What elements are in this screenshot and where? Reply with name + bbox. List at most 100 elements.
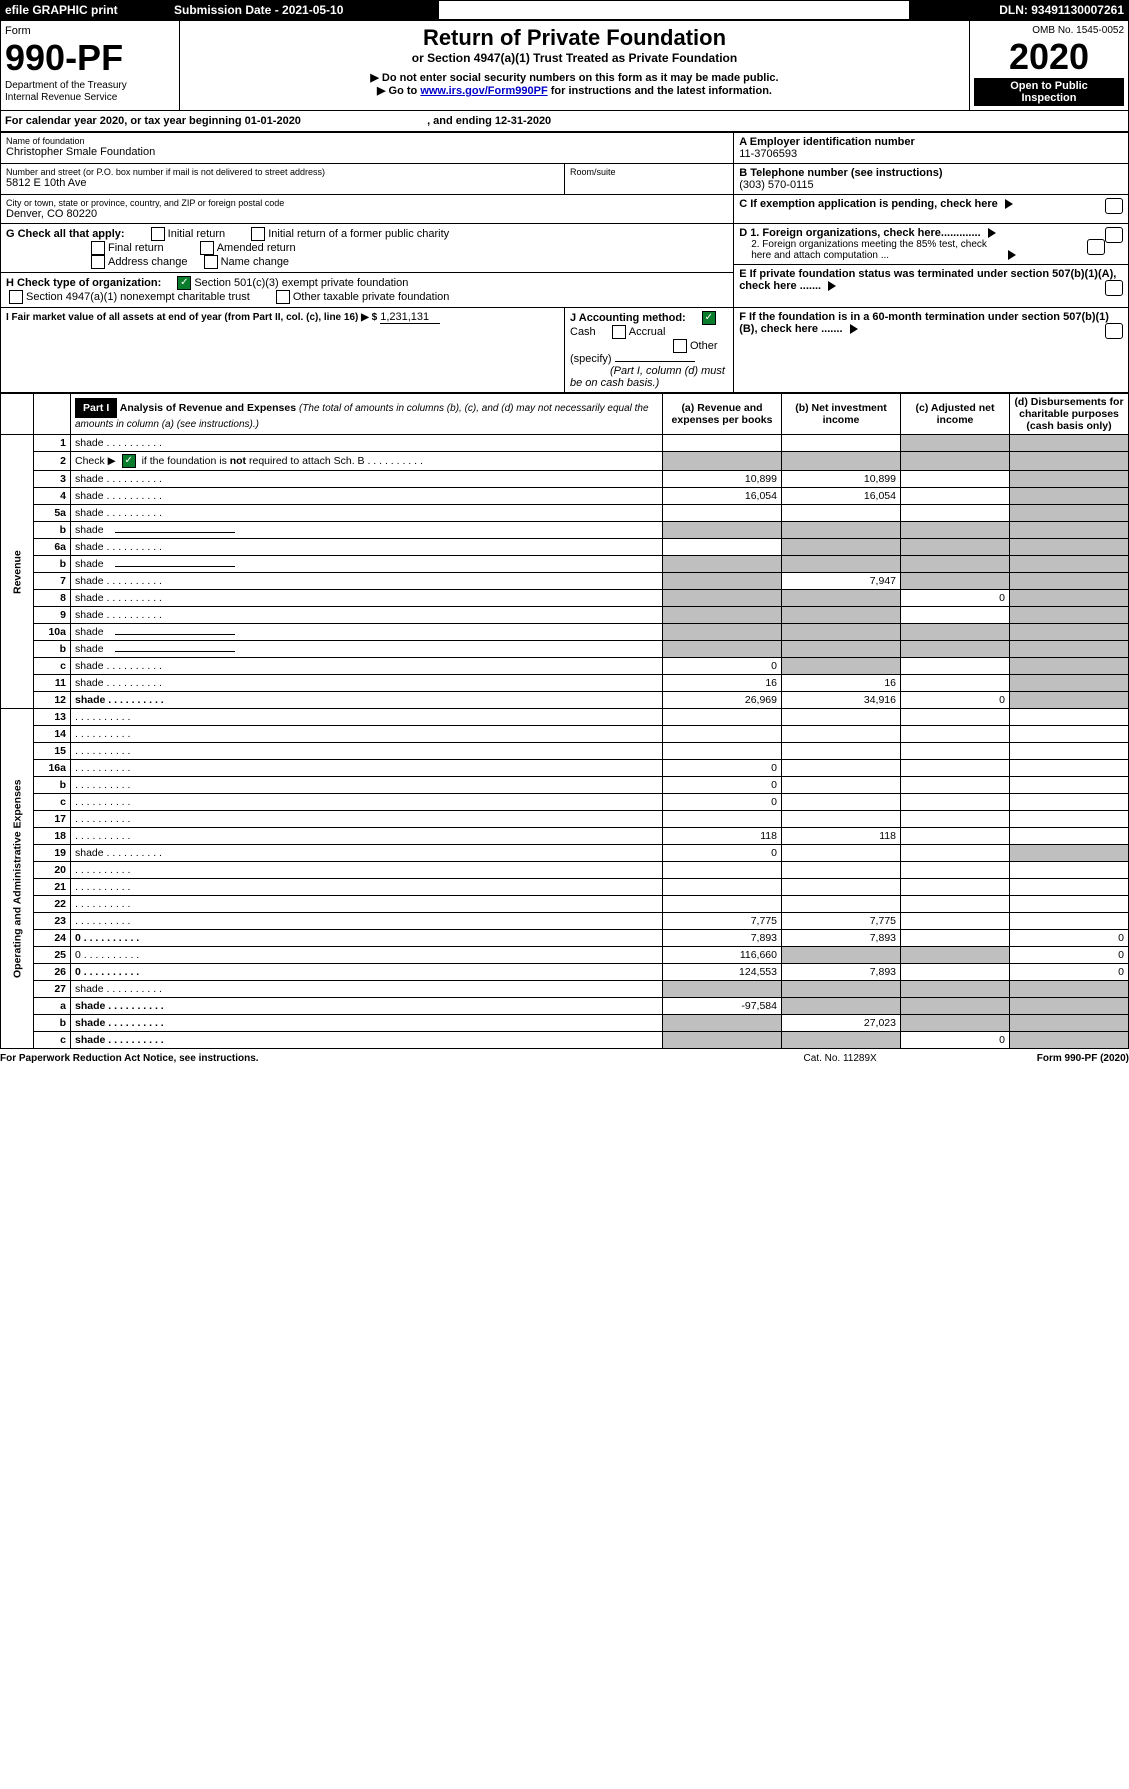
col-d: (d) Disbursements for charitable purpose…	[1010, 394, 1129, 435]
line-desc	[71, 760, 663, 777]
part1-hdr: Part I	[75, 398, 117, 418]
line-desc	[71, 811, 663, 828]
table-row: Operating and Administrative Expenses13	[1, 709, 1129, 726]
e-text: E If private foundation status was termi…	[739, 268, 1116, 292]
footer-left: For Paperwork Reduction Act Notice, see …	[0, 1053, 259, 1064]
line-desc: shade	[71, 590, 663, 607]
j-other[interactable]	[673, 339, 687, 353]
f-text: F If the foundation is in a 60-month ter…	[739, 311, 1109, 335]
line-desc: shade	[71, 692, 663, 709]
arrow-icon	[850, 324, 858, 334]
line-no: 23	[34, 913, 71, 930]
g-name-change[interactable]	[204, 255, 218, 269]
line-desc: shade	[71, 675, 663, 692]
line-no: 25	[34, 947, 71, 964]
line-no: 12	[34, 692, 71, 709]
sch-b-check[interactable]	[122, 454, 136, 468]
table-row: bshade 27,023	[1, 1015, 1129, 1032]
line-desc: 0	[71, 947, 663, 964]
section-label: Operating and Administrative Expenses	[1, 709, 34, 1049]
j-cash[interactable]	[702, 311, 716, 325]
form-link[interactable]: www.irs.gov/Form990PF	[420, 85, 547, 97]
e-checkbox[interactable]	[1105, 280, 1123, 296]
line-desc: shade	[71, 1015, 663, 1032]
submission-date: Submission Date - 2021-05-10	[170, 1, 439, 20]
line-no: 20	[34, 862, 71, 879]
j-label: J Accounting method:	[570, 312, 686, 324]
line-desc	[71, 794, 663, 811]
line-desc	[71, 896, 663, 913]
top-bar: efile GRAPHIC print Submission Date - 20…	[0, 0, 1129, 20]
form-header: Form 990-PF Department of the Treasury I…	[0, 20, 1129, 111]
dln: DLN: 93491130007261	[910, 1, 1129, 20]
g-opt0: Initial return	[168, 228, 225, 240]
h-501c3[interactable]	[177, 276, 191, 290]
addr-lbl: Number and street (or P.O. box number if…	[6, 167, 559, 177]
line-desc: 0	[71, 964, 663, 981]
g-former-charity[interactable]	[251, 227, 265, 241]
table-row: Revenue1shade	[1, 435, 1129, 452]
line-desc	[71, 828, 663, 845]
line-desc	[71, 726, 663, 743]
form-title: Return of Private Foundation	[184, 25, 965, 51]
line-no: 2	[34, 452, 71, 471]
arrow-icon	[1005, 199, 1013, 209]
ein: 11-3706593	[739, 148, 797, 160]
line-no: 17	[34, 811, 71, 828]
g-address-change[interactable]	[91, 255, 105, 269]
table-row: 5ashade	[1, 505, 1129, 522]
line-no: 13	[34, 709, 71, 726]
f-checkbox[interactable]	[1105, 323, 1123, 339]
table-row: cshade 0	[1, 658, 1129, 675]
line-desc: shade	[71, 435, 663, 452]
c-checkbox[interactable]	[1105, 198, 1123, 214]
g-initial-return[interactable]	[151, 227, 165, 241]
h-4947[interactable]	[9, 290, 23, 304]
part1-grid: Part I Analysis of Revenue and Expenses …	[0, 393, 1129, 1049]
cal-end: 12-31-2020	[495, 115, 551, 127]
line-no: 15	[34, 743, 71, 760]
line-no: 6a	[34, 539, 71, 556]
table-row: 21	[1, 879, 1129, 896]
d2-text: 2. Foreign organizations meeting the 85%…	[739, 239, 1001, 261]
line-desc: shade	[71, 981, 663, 998]
c-text: C If exemption application is pending, c…	[739, 198, 998, 210]
line-no: 14	[34, 726, 71, 743]
line-no: 21	[34, 879, 71, 896]
line-no: 8	[34, 590, 71, 607]
cal-pre: For calendar year 2020, or tax year begi…	[5, 115, 245, 127]
line-desc	[71, 743, 663, 760]
j-accrual-lbl: Accrual	[629, 326, 666, 338]
line-no: 24	[34, 930, 71, 947]
table-row: 4shade 16,05416,054	[1, 488, 1129, 505]
table-row: 10ashade	[1, 624, 1129, 641]
line-desc: shade	[71, 556, 663, 573]
line-desc: shade	[71, 845, 663, 862]
ein-lbl: A Employer identification number	[739, 136, 915, 148]
line-no: 3	[34, 471, 71, 488]
g-final-return[interactable]	[91, 241, 105, 255]
j-accrual[interactable]	[612, 325, 626, 339]
table-row: 2Check ▶ if the foundation is not requir…	[1, 452, 1129, 471]
warn-line: ▶ Do not enter social security numbers o…	[184, 71, 965, 84]
line-desc: shade	[71, 522, 663, 539]
line-desc: shade	[71, 624, 663, 641]
table-row: 16a 0	[1, 760, 1129, 777]
d1-checkbox[interactable]	[1105, 227, 1123, 243]
table-row: b 0	[1, 777, 1129, 794]
h-opt1: Section 501(c)(3) exempt private foundat…	[194, 277, 408, 289]
j-cash-lbl: Cash	[570, 326, 596, 338]
h-other-tax[interactable]	[276, 290, 290, 304]
name-lbl: Name of foundation	[6, 136, 728, 146]
h-opt3: Other taxable private foundation	[293, 291, 450, 303]
table-row: 12shade 26,96934,9160	[1, 692, 1129, 709]
d2-checkbox[interactable]	[1087, 239, 1105, 255]
table-row: 23 7,7757,775	[1, 913, 1129, 930]
line-desc	[71, 879, 663, 896]
table-row: 20	[1, 862, 1129, 879]
line-desc: shade	[71, 641, 663, 658]
line-no: 16a	[34, 760, 71, 777]
line-desc: shade	[71, 573, 663, 590]
g-amended[interactable]	[200, 241, 214, 255]
arrow-icon	[828, 281, 836, 291]
